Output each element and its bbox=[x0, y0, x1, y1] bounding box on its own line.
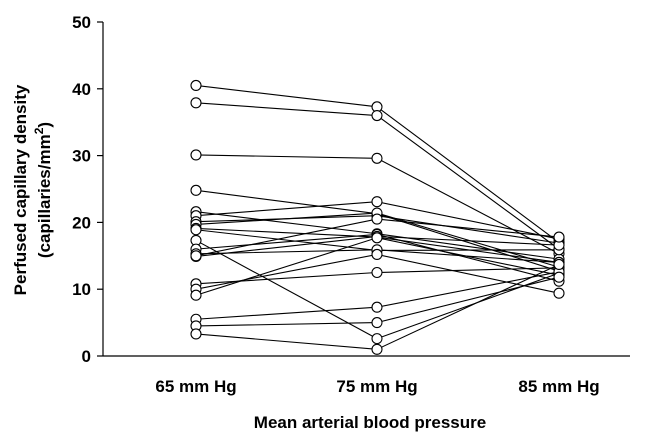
y-axis-title-line1: Perfused capillary density bbox=[11, 84, 30, 295]
data-point-6-2 bbox=[371, 196, 383, 208]
data-point-3-2 bbox=[371, 152, 383, 164]
x-ticks: 65 mm Hg 75 mm Hg 85 mm Hg bbox=[155, 377, 599, 396]
data-point-20-2 bbox=[371, 343, 383, 355]
data-point-11-2 bbox=[371, 333, 383, 345]
data-point-2-1 bbox=[190, 97, 202, 109]
x-tick-label: 75 mm Hg bbox=[336, 377, 417, 396]
y-axis-title-line2: (capillaries/mm2) bbox=[32, 122, 54, 258]
data-point-15-2 bbox=[371, 266, 383, 279]
x-axis-title: Mean arterial blood pressure bbox=[254, 413, 486, 432]
y-tick-label: 20 bbox=[72, 213, 91, 232]
y-tick-label: 10 bbox=[72, 280, 91, 299]
y-tick-label: 40 bbox=[72, 80, 91, 99]
data-point-21-3 bbox=[553, 231, 565, 243]
y-tick-label: 30 bbox=[72, 147, 91, 166]
data-point-10-1 bbox=[190, 224, 202, 236]
y-axis-title-superscript: 2 bbox=[32, 127, 46, 134]
data-point-2-2 bbox=[371, 109, 383, 122]
data-point-17-1 bbox=[190, 289, 202, 301]
x-tick-label: 65 mm Hg bbox=[155, 377, 236, 396]
data-point-3-1 bbox=[190, 149, 202, 161]
data-points bbox=[190, 79, 565, 355]
y-ticks: 0 10 20 30 40 50 bbox=[72, 13, 103, 366]
data-point-16-3 bbox=[553, 287, 565, 299]
y-axis-title-suffix: ) bbox=[35, 122, 54, 128]
data-point-20-3 bbox=[553, 258, 565, 271]
y-tick-label: 0 bbox=[82, 347, 91, 366]
data-point-19-3 bbox=[553, 271, 565, 283]
data-point-21-2 bbox=[371, 213, 383, 225]
series-line-2 bbox=[195, 102, 560, 250]
data-point-1-1 bbox=[190, 79, 202, 92]
data-point-4-1 bbox=[190, 184, 202, 196]
y-tick-label: 50 bbox=[72, 13, 91, 32]
data-point-19-2 bbox=[371, 317, 383, 329]
data-point-18-2 bbox=[371, 301, 383, 313]
data-point-20-1 bbox=[190, 328, 202, 340]
data-point-17-2 bbox=[371, 232, 383, 244]
data-point-21-1 bbox=[190, 250, 202, 262]
data-point-16-2 bbox=[371, 248, 383, 261]
y-axis-title-prefix: (capillaries/mm bbox=[35, 134, 54, 258]
axes bbox=[102, 22, 630, 357]
x-tick-label: 85 mm Hg bbox=[518, 377, 599, 396]
